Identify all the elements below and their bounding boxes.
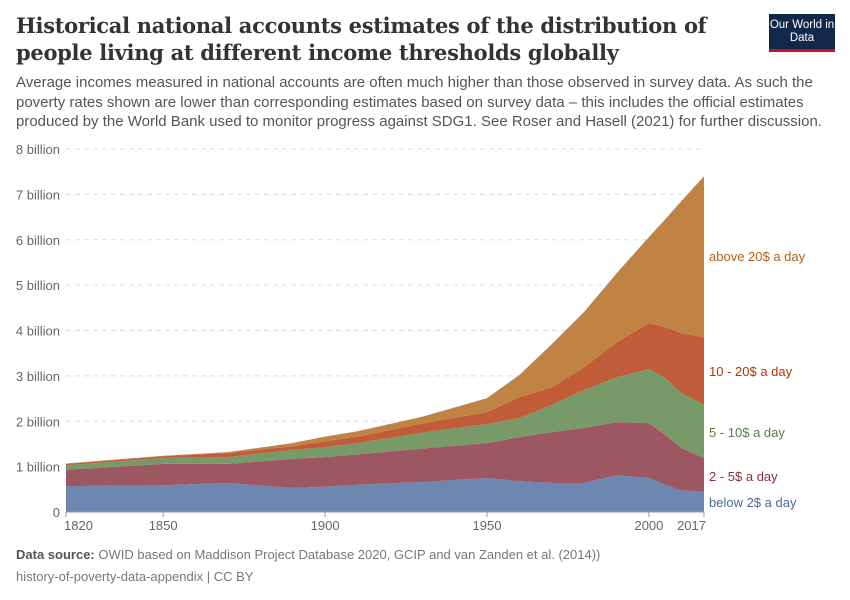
x-tick-label: 1950 [473,518,502,533]
slug-license[interactable]: history-of-poverty-data-appendix | CC BY [16,569,254,584]
y-tick-label: 7 billion [16,187,60,202]
area-series-3 [66,323,704,466]
chart-subtitle: Average incomes measured in national acc… [16,74,822,130]
series-label: 10 - 20$ a day [709,364,793,379]
area-series-1 [66,422,704,493]
source-text[interactable]: OWID based on Maddison Project Database … [98,547,601,562]
owid-logo[interactable]: Our World in Data [769,14,835,52]
chart-area: 0 1 billion 2 billion 3 billion 4 billion 5 b… [16,142,806,533]
area-series-4 [66,176,704,464]
series-label: below 2$ a day [709,495,797,510]
y-tick-label: 0 [53,505,60,520]
series-label: above 20$ a day [709,249,806,264]
y-tick-label: 3 billion [16,369,60,384]
area-series-0 [66,475,704,512]
y-tick-label: 5 billion [16,278,60,293]
data-source: Data source: OWID based on Maddison Proj… [16,547,600,562]
y-tick-label: 6 billion [16,233,60,248]
area-series-2 [66,369,704,470]
chart-title: Historical national accounts estimates o… [16,13,707,65]
y-tick-label: 1 billion [16,460,60,475]
x-tick-label: 2017 [677,518,706,533]
source-label: Data source: [16,547,95,562]
y-tick-label: 2 billion [16,414,60,429]
series-label: 2 - 5$ a day [709,469,778,484]
y-tick-label: 4 billion [16,324,60,339]
x-tick-label: 1820 [64,518,93,533]
x-tick-label: 2000 [634,518,663,533]
series-label: 5 - 10$ a day [709,425,785,440]
y-tick-label: 8 billion [16,142,60,157]
x-tick-label: 1900 [311,518,340,533]
x-tick-label: 1850 [149,518,178,533]
